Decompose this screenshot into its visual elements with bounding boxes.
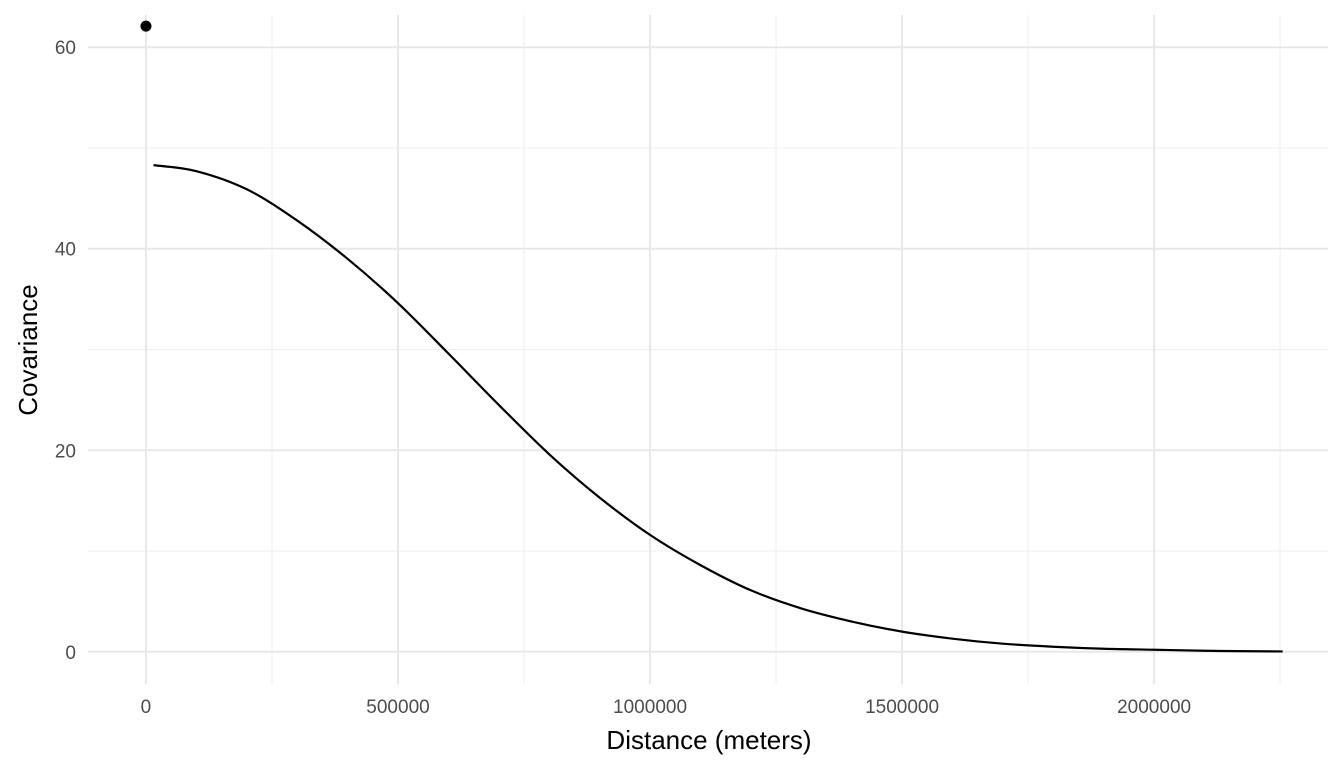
x-tick-label: 2000000 — [1117, 697, 1191, 718]
minor-gridlines — [88, 15, 1328, 684]
x-tick-label: 500000 — [366, 697, 429, 718]
data-point — [140, 20, 152, 32]
x-tick-label: 1000000 — [613, 697, 687, 718]
major-gridlines — [88, 15, 1328, 684]
y-axis-title: Covariance — [13, 284, 43, 416]
x-tick-label: 1500000 — [865, 697, 939, 718]
y-axis-tick-labels: 0 20 40 60 — [55, 38, 76, 664]
y-tick-label: 60 — [55, 38, 76, 59]
data-layer — [140, 20, 1283, 653]
x-axis-tick-labels: 0 500000 1000000 1500000 2000000 — [141, 697, 1191, 718]
y-tick-label: 40 — [55, 240, 76, 261]
y-tick-label: 20 — [55, 441, 76, 462]
covariance-curve — [153, 164, 1283, 653]
y-tick-label: 0 — [65, 643, 76, 664]
x-tick-label: 0 — [141, 697, 152, 718]
x-axis-title: Distance (meters) — [606, 725, 811, 755]
